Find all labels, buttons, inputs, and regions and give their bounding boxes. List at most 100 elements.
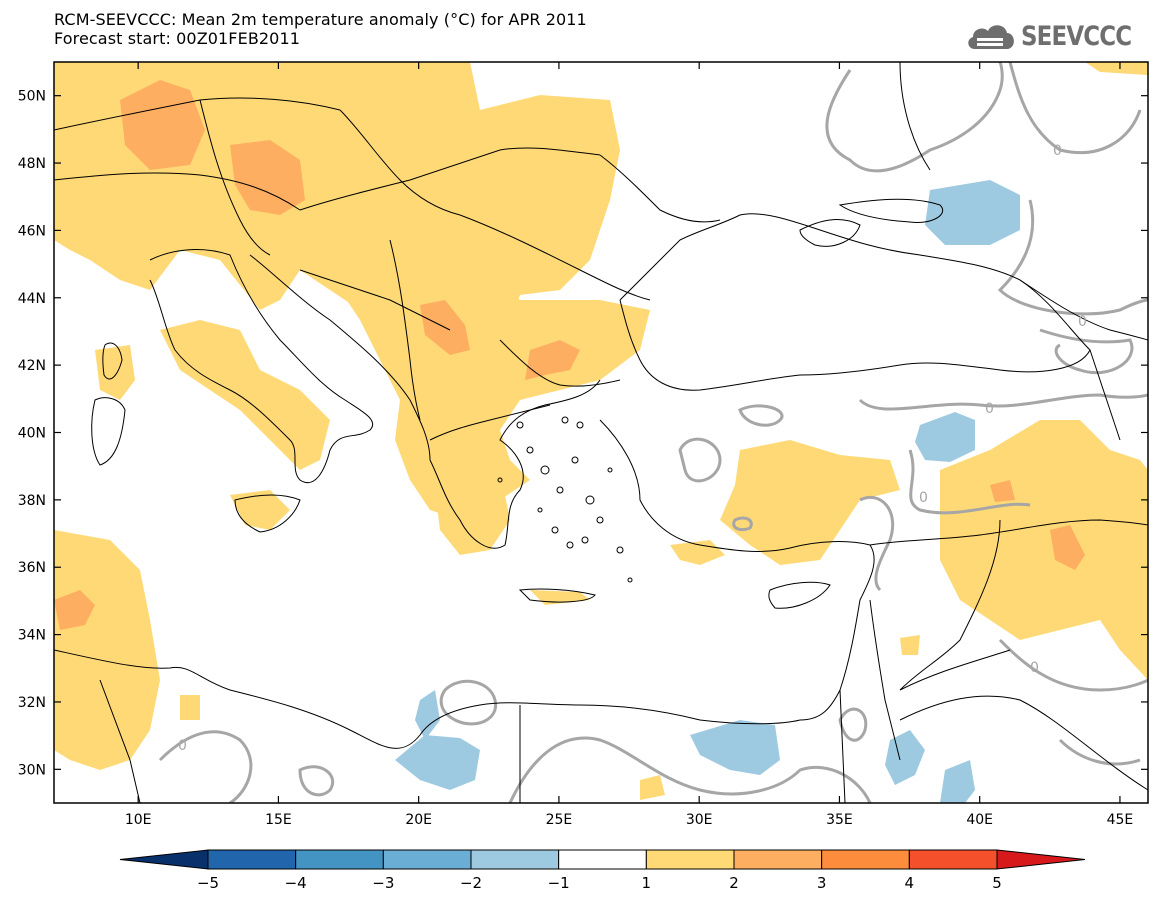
border-central-europe-1 bbox=[54, 97, 341, 131]
lon-tick-label: 15E bbox=[265, 812, 292, 828]
cold-anomaly-azov bbox=[925, 180, 1020, 245]
anomaly-area-sicily bbox=[230, 490, 290, 530]
coastline-adriatic-east bbox=[249, 254, 431, 461]
border-balkans-1 bbox=[299, 269, 451, 331]
lon-tick-label: 40E bbox=[966, 812, 993, 828]
colorbar-tick-label: 1 bbox=[642, 874, 652, 892]
warm-anomaly-areas bbox=[54, 62, 1148, 800]
contour-label: 0 bbox=[1030, 660, 1039, 676]
colorbar-bin bbox=[908, 849, 998, 870]
lon-tick-label: 25E bbox=[546, 812, 573, 828]
border-egypt-sudan bbox=[839, 689, 846, 803]
lat-tick-label: 32N bbox=[18, 695, 46, 711]
coastline-black-sea bbox=[619, 213, 1091, 391]
contour-line-caucasus bbox=[997, 199, 1148, 316]
border-hungary bbox=[299, 147, 601, 211]
lat-tick-label: 44N bbox=[18, 291, 46, 307]
anomaly-area-sardinia bbox=[95, 345, 135, 400]
lat-tick-label: 46N bbox=[18, 223, 46, 239]
cold-anomaly-saudi bbox=[940, 760, 975, 803]
strong-anomaly-germany bbox=[120, 80, 205, 170]
coastline-crete bbox=[518, 588, 596, 603]
colorbar-bin bbox=[733, 849, 823, 870]
colorbar-bin bbox=[821, 849, 910, 870]
colorbar-bin bbox=[558, 849, 647, 870]
anomaly-area-levant-spot bbox=[900, 635, 920, 655]
colorbar-tick-label: 3 bbox=[817, 874, 827, 892]
anomaly-area-greece bbox=[430, 440, 510, 555]
longitude-axis: 10E 15E 20E 25E 30E 35E 40E 45E bbox=[125, 62, 1133, 828]
lon-tick-label: 20E bbox=[405, 812, 432, 828]
colorbar-bin bbox=[295, 849, 384, 870]
anomaly-area-egypt-spot bbox=[640, 775, 665, 800]
contour-label: 0 bbox=[919, 490, 928, 506]
coastline-north-africa bbox=[54, 649, 801, 749]
contour-line-russia bbox=[1008, 62, 1142, 155]
contour-line-anatolia-north bbox=[858, 393, 1148, 411]
border-saudi bbox=[899, 695, 1148, 791]
border-caucasus bbox=[1019, 279, 1148, 341]
lat-tick-label: 40N bbox=[18, 426, 46, 442]
border-israel-jordan bbox=[869, 599, 901, 761]
contour-line-libya-loop bbox=[439, 679, 498, 726]
border-algeria-libya bbox=[99, 679, 141, 803]
border-central-europe-4 bbox=[339, 109, 461, 216]
border-russia bbox=[899, 62, 931, 171]
strong-anomaly-bulgaria bbox=[525, 340, 580, 380]
colorbar-bin bbox=[470, 849, 560, 870]
strong-warm-anomaly-areas bbox=[54, 80, 1085, 630]
colorbar-tick-label: 5 bbox=[992, 874, 1002, 892]
lon-tick-label: 10E bbox=[125, 812, 152, 828]
logo-text: SEEVCCC bbox=[1021, 20, 1132, 52]
border-bulgaria bbox=[499, 339, 621, 387]
strong-anomaly-syria bbox=[1050, 525, 1085, 570]
contour-line-arabia bbox=[1058, 738, 1141, 766]
strong-anomaly-west-edge bbox=[54, 590, 95, 630]
colorbar-bin bbox=[645, 849, 735, 870]
coastline-italy bbox=[149, 249, 373, 483]
aegean-islands bbox=[497, 416, 633, 583]
border-greece-north bbox=[429, 404, 551, 441]
lat-tick-label: 42N bbox=[18, 358, 46, 374]
contour-line-egypt bbox=[508, 736, 872, 803]
border-turkey-syria bbox=[869, 519, 1148, 546]
contour-line-anatolia-central bbox=[908, 449, 1031, 515]
contour-line-syria bbox=[859, 495, 895, 592]
border-turkey-armenia bbox=[1089, 349, 1121, 441]
colorbar-tick-label: −5 bbox=[197, 874, 219, 892]
coastline-turkey-south bbox=[599, 419, 875, 721]
colorbar-extend-low bbox=[119, 849, 209, 870]
lon-tick-label: 45E bbox=[1107, 812, 1134, 828]
contour-line-sinai bbox=[838, 707, 868, 742]
latitude-axis: 50N 48N 46N 44N 42N 40N 38N 36N 34N 32N 30N bbox=[18, 89, 1148, 778]
cloud-icon bbox=[968, 25, 1015, 49]
coastline-crimea bbox=[799, 219, 861, 247]
colorbar-tick-label: −4 bbox=[285, 874, 307, 892]
colorbar-tick-label: −1 bbox=[548, 874, 570, 892]
contour-label: 0 bbox=[1078, 314, 1087, 330]
lat-tick-label: 36N bbox=[18, 560, 46, 576]
colorbar-bin bbox=[207, 849, 297, 870]
contour-line-turkey-west-loop-2 bbox=[738, 404, 784, 427]
contour-line-levant bbox=[998, 638, 1148, 692]
coastline-sardinia bbox=[91, 397, 126, 466]
border-ukraine bbox=[599, 154, 721, 223]
cold-anomaly-jordan bbox=[885, 730, 925, 785]
border-romania bbox=[459, 214, 651, 301]
contour-label: 0 bbox=[985, 401, 994, 417]
coastline-corsica bbox=[102, 342, 123, 380]
cold-anomaly-areas bbox=[395, 180, 1020, 803]
cold-anomaly-turkey bbox=[915, 412, 975, 462]
contour-labels: 0 0 0 0 0 0 bbox=[178, 143, 1087, 754]
border-balkans-2 bbox=[389, 239, 421, 421]
lon-tick-label: 35E bbox=[826, 812, 853, 828]
figure-title: RCM-SEEVCCC: Mean 2m temperature anomaly… bbox=[54, 10, 587, 48]
contour-line-turkey-south-loop bbox=[732, 516, 753, 532]
anomaly-area-cyprus-coast bbox=[670, 540, 725, 565]
seevccc-logo: SEEVCCC bbox=[965, 18, 1151, 54]
coastline-azov bbox=[838, 198, 943, 224]
cold-anomaly-egypt bbox=[690, 720, 780, 775]
contour-line-libya bbox=[158, 730, 253, 803]
colorbar-bin bbox=[382, 849, 472, 870]
